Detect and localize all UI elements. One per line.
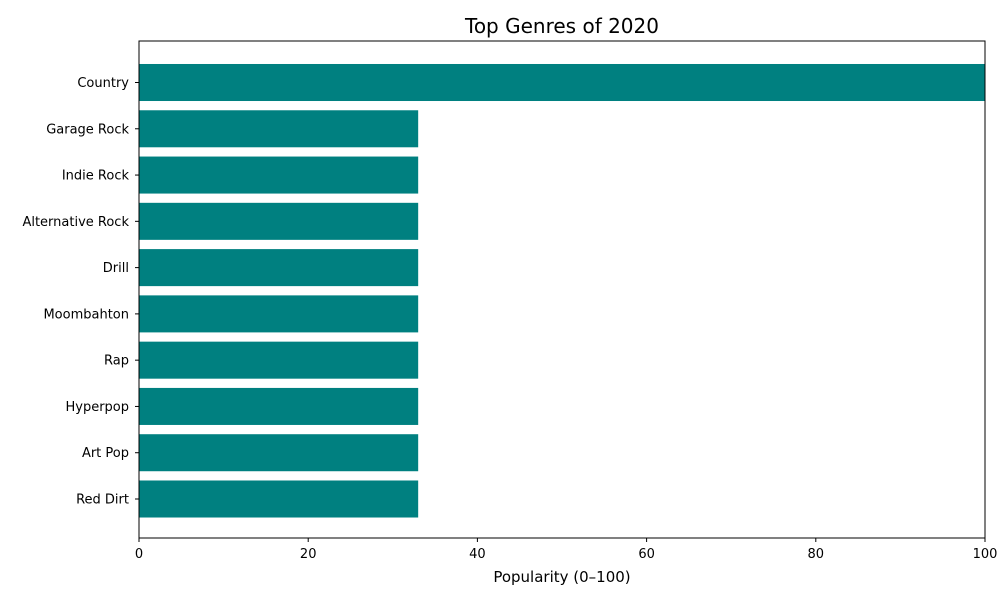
x-tick-label: 20 <box>300 547 317 562</box>
x-tick-label: 40 <box>469 547 486 562</box>
bar-alternative-rock <box>139 202 419 240</box>
bar-rap <box>139 341 419 379</box>
x-tick-label: 80 <box>808 547 825 562</box>
bar-country <box>139 63 985 102</box>
y-axis: Country Garage Rock Indie Rock Alternative … <box>22 76 139 508</box>
bar-garage-rock <box>139 110 419 148</box>
bar-red-dirt <box>139 480 419 518</box>
y-tick-label: Garage Rock <box>46 122 129 137</box>
y-tick-label: Red Dirt <box>76 493 129 508</box>
x-tick-label: 100 <box>973 547 998 562</box>
y-tick-label: Alternative Rock <box>22 215 129 230</box>
chart-title: Top Genres of 2020 <box>464 14 659 38</box>
y-tick-label: Drill <box>103 261 129 276</box>
x-tick-label: 60 <box>638 547 655 562</box>
bar-indie-rock <box>139 156 419 194</box>
bar-art-pop <box>139 434 419 472</box>
bar-hyperpop <box>139 387 419 425</box>
bar-moombahton <box>139 295 419 333</box>
plot-frame <box>138 40 986 539</box>
y-tick-label: Hyperpop <box>65 400 129 415</box>
y-tick-label: Country <box>77 76 129 91</box>
y-tick-label: Indie Rock <box>62 169 130 184</box>
x-axis-label: Popularity (0–100) <box>493 568 630 586</box>
bar-drill <box>139 249 419 287</box>
y-tick-label: Art Pop <box>82 446 129 461</box>
bars-group <box>139 63 985 518</box>
y-tick-label: Rap <box>104 354 129 369</box>
x-tick-label: 0 <box>135 547 143 562</box>
x-axis: 0 20 40 60 80 100 <box>135 538 998 562</box>
y-tick-label: Moombahton <box>43 307 129 322</box>
